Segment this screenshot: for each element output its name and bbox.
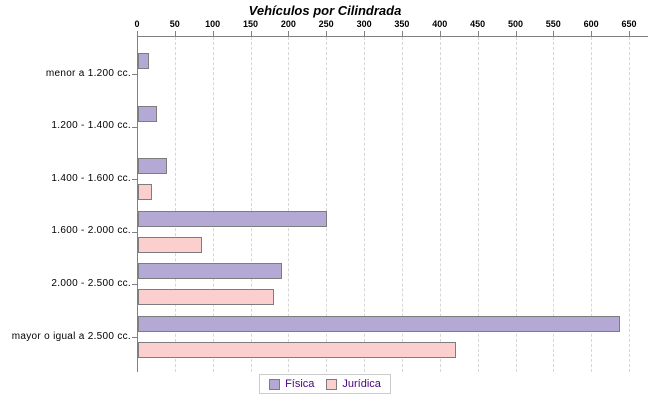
x-tick-label: 350 (394, 19, 410, 29)
legend-item-fisica: Física (269, 378, 314, 390)
legend-swatch (326, 378, 338, 390)
x-tick-label: 50 (169, 19, 180, 29)
x-tick-label: 650 (621, 19, 637, 29)
category-label: mayor o igual a 2.500 cc. (11, 330, 131, 342)
category-label: 1.600 - 2.000 cc. (51, 225, 131, 237)
x-tick-mark (439, 31, 441, 36)
x-tick-mark (553, 31, 555, 36)
y-tick-mark (132, 126, 137, 128)
x-tick-mark (288, 31, 290, 36)
x-axis-line (137, 36, 648, 37)
x-tick-mark (477, 31, 479, 36)
gridline (629, 37, 630, 372)
y-tick-mark (132, 231, 137, 233)
x-tick-mark (591, 31, 593, 36)
chart-title: Vehículos por Cilindrada (248, 3, 402, 18)
x-tick-mark (326, 31, 328, 36)
y-axis-line (137, 36, 138, 372)
bar-juridica-4 (138, 289, 275, 306)
x-tick-label: 150 (242, 19, 259, 29)
gridline (174, 37, 176, 372)
bar-fisica-0 (138, 53, 150, 69)
x-tick-label: 450 (470, 19, 486, 29)
x-tick-mark (364, 31, 366, 36)
gridline (515, 37, 517, 372)
bar-juridica-5 (138, 342, 456, 358)
x-tick-mark (137, 31, 138, 36)
x-tick-mark (250, 31, 252, 36)
bar-fisica-3 (138, 210, 328, 227)
x-tick-label: 400 (432, 19, 448, 29)
legend-box: Física Jurídica (259, 374, 391, 394)
bar-fisica-5 (138, 316, 621, 332)
x-tick-label: 300 (356, 19, 372, 29)
category-label: 2.000 - 2.500 cc. (51, 277, 131, 289)
legend-swatch (269, 378, 281, 390)
bar-juridica-2 (138, 184, 153, 201)
bar-fisica-1 (138, 105, 157, 122)
gridline (288, 37, 290, 372)
bar-fisica-4 (138, 263, 282, 280)
x-tick-label: 0 (134, 19, 140, 29)
category-label: menor a 1.200 cc. (45, 67, 131, 79)
gridline (401, 37, 403, 372)
gridline (250, 37, 252, 372)
gridline (591, 37, 593, 372)
bar-juridica-3 (138, 236, 203, 253)
gridline (477, 37, 479, 372)
legend-item-juridica: Jurídica (326, 378, 381, 390)
bar-fisica-2 (138, 158, 167, 175)
x-tick-label: 550 (545, 19, 561, 29)
category-label: 1.200 - 1.400 cc. (51, 120, 131, 132)
legend: Física Jurídica (0, 374, 650, 394)
x-tick-label: 250 (318, 19, 334, 29)
gridline (326, 37, 328, 372)
gridline (439, 37, 441, 372)
y-tick-mark (132, 179, 137, 181)
legend-label: Física (285, 378, 315, 390)
x-tick-mark (401, 31, 403, 36)
y-tick-mark (132, 74, 137, 75)
x-tick-mark (212, 31, 214, 36)
x-tick-label: 500 (507, 19, 524, 29)
gridline (212, 37, 214, 372)
legend-label: Jurídica (342, 378, 381, 390)
x-tick-label: 200 (280, 19, 296, 29)
gridline (364, 37, 366, 372)
category-label: 1.400 - 1.600 cc. (51, 172, 131, 184)
x-tick-mark (174, 31, 176, 36)
x-tick-mark (515, 31, 517, 36)
x-tick-label: 600 (583, 19, 599, 29)
x-tick-mark (629, 31, 630, 36)
gridline (553, 37, 555, 372)
x-tick-label: 100 (205, 19, 221, 29)
y-tick-mark (132, 337, 137, 338)
y-tick-mark (132, 284, 137, 286)
